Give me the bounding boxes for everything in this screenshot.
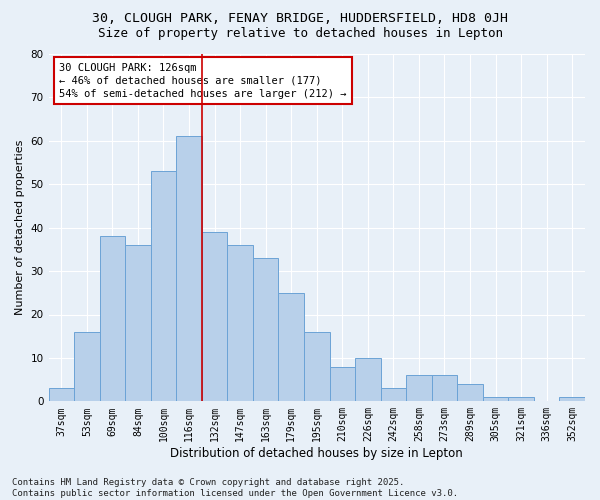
Bar — [508, 397, 534, 402]
Bar — [202, 232, 227, 402]
Text: 30, CLOUGH PARK, FENAY BRIDGE, HUDDERSFIELD, HD8 0JH: 30, CLOUGH PARK, FENAY BRIDGE, HUDDERSFI… — [92, 12, 508, 26]
Bar — [380, 388, 406, 402]
Bar — [49, 388, 74, 402]
Bar — [559, 397, 585, 402]
Text: Size of property relative to detached houses in Lepton: Size of property relative to detached ho… — [97, 28, 503, 40]
Bar — [278, 293, 304, 402]
Bar — [304, 332, 329, 402]
Bar — [406, 376, 432, 402]
Bar — [457, 384, 483, 402]
Bar — [329, 366, 355, 402]
Bar — [355, 358, 380, 402]
Y-axis label: Number of detached properties: Number of detached properties — [15, 140, 25, 316]
Bar — [227, 245, 253, 402]
Bar — [151, 171, 176, 402]
Bar — [125, 245, 151, 402]
Bar — [432, 376, 457, 402]
Text: Contains HM Land Registry data © Crown copyright and database right 2025.
Contai: Contains HM Land Registry data © Crown c… — [12, 478, 458, 498]
Text: 30 CLOUGH PARK: 126sqm
← 46% of detached houses are smaller (177)
54% of semi-de: 30 CLOUGH PARK: 126sqm ← 46% of detached… — [59, 62, 347, 99]
Bar — [74, 332, 100, 402]
Bar — [253, 258, 278, 402]
X-axis label: Distribution of detached houses by size in Lepton: Distribution of detached houses by size … — [170, 447, 463, 460]
Bar — [176, 136, 202, 402]
Bar — [483, 397, 508, 402]
Bar — [100, 236, 125, 402]
